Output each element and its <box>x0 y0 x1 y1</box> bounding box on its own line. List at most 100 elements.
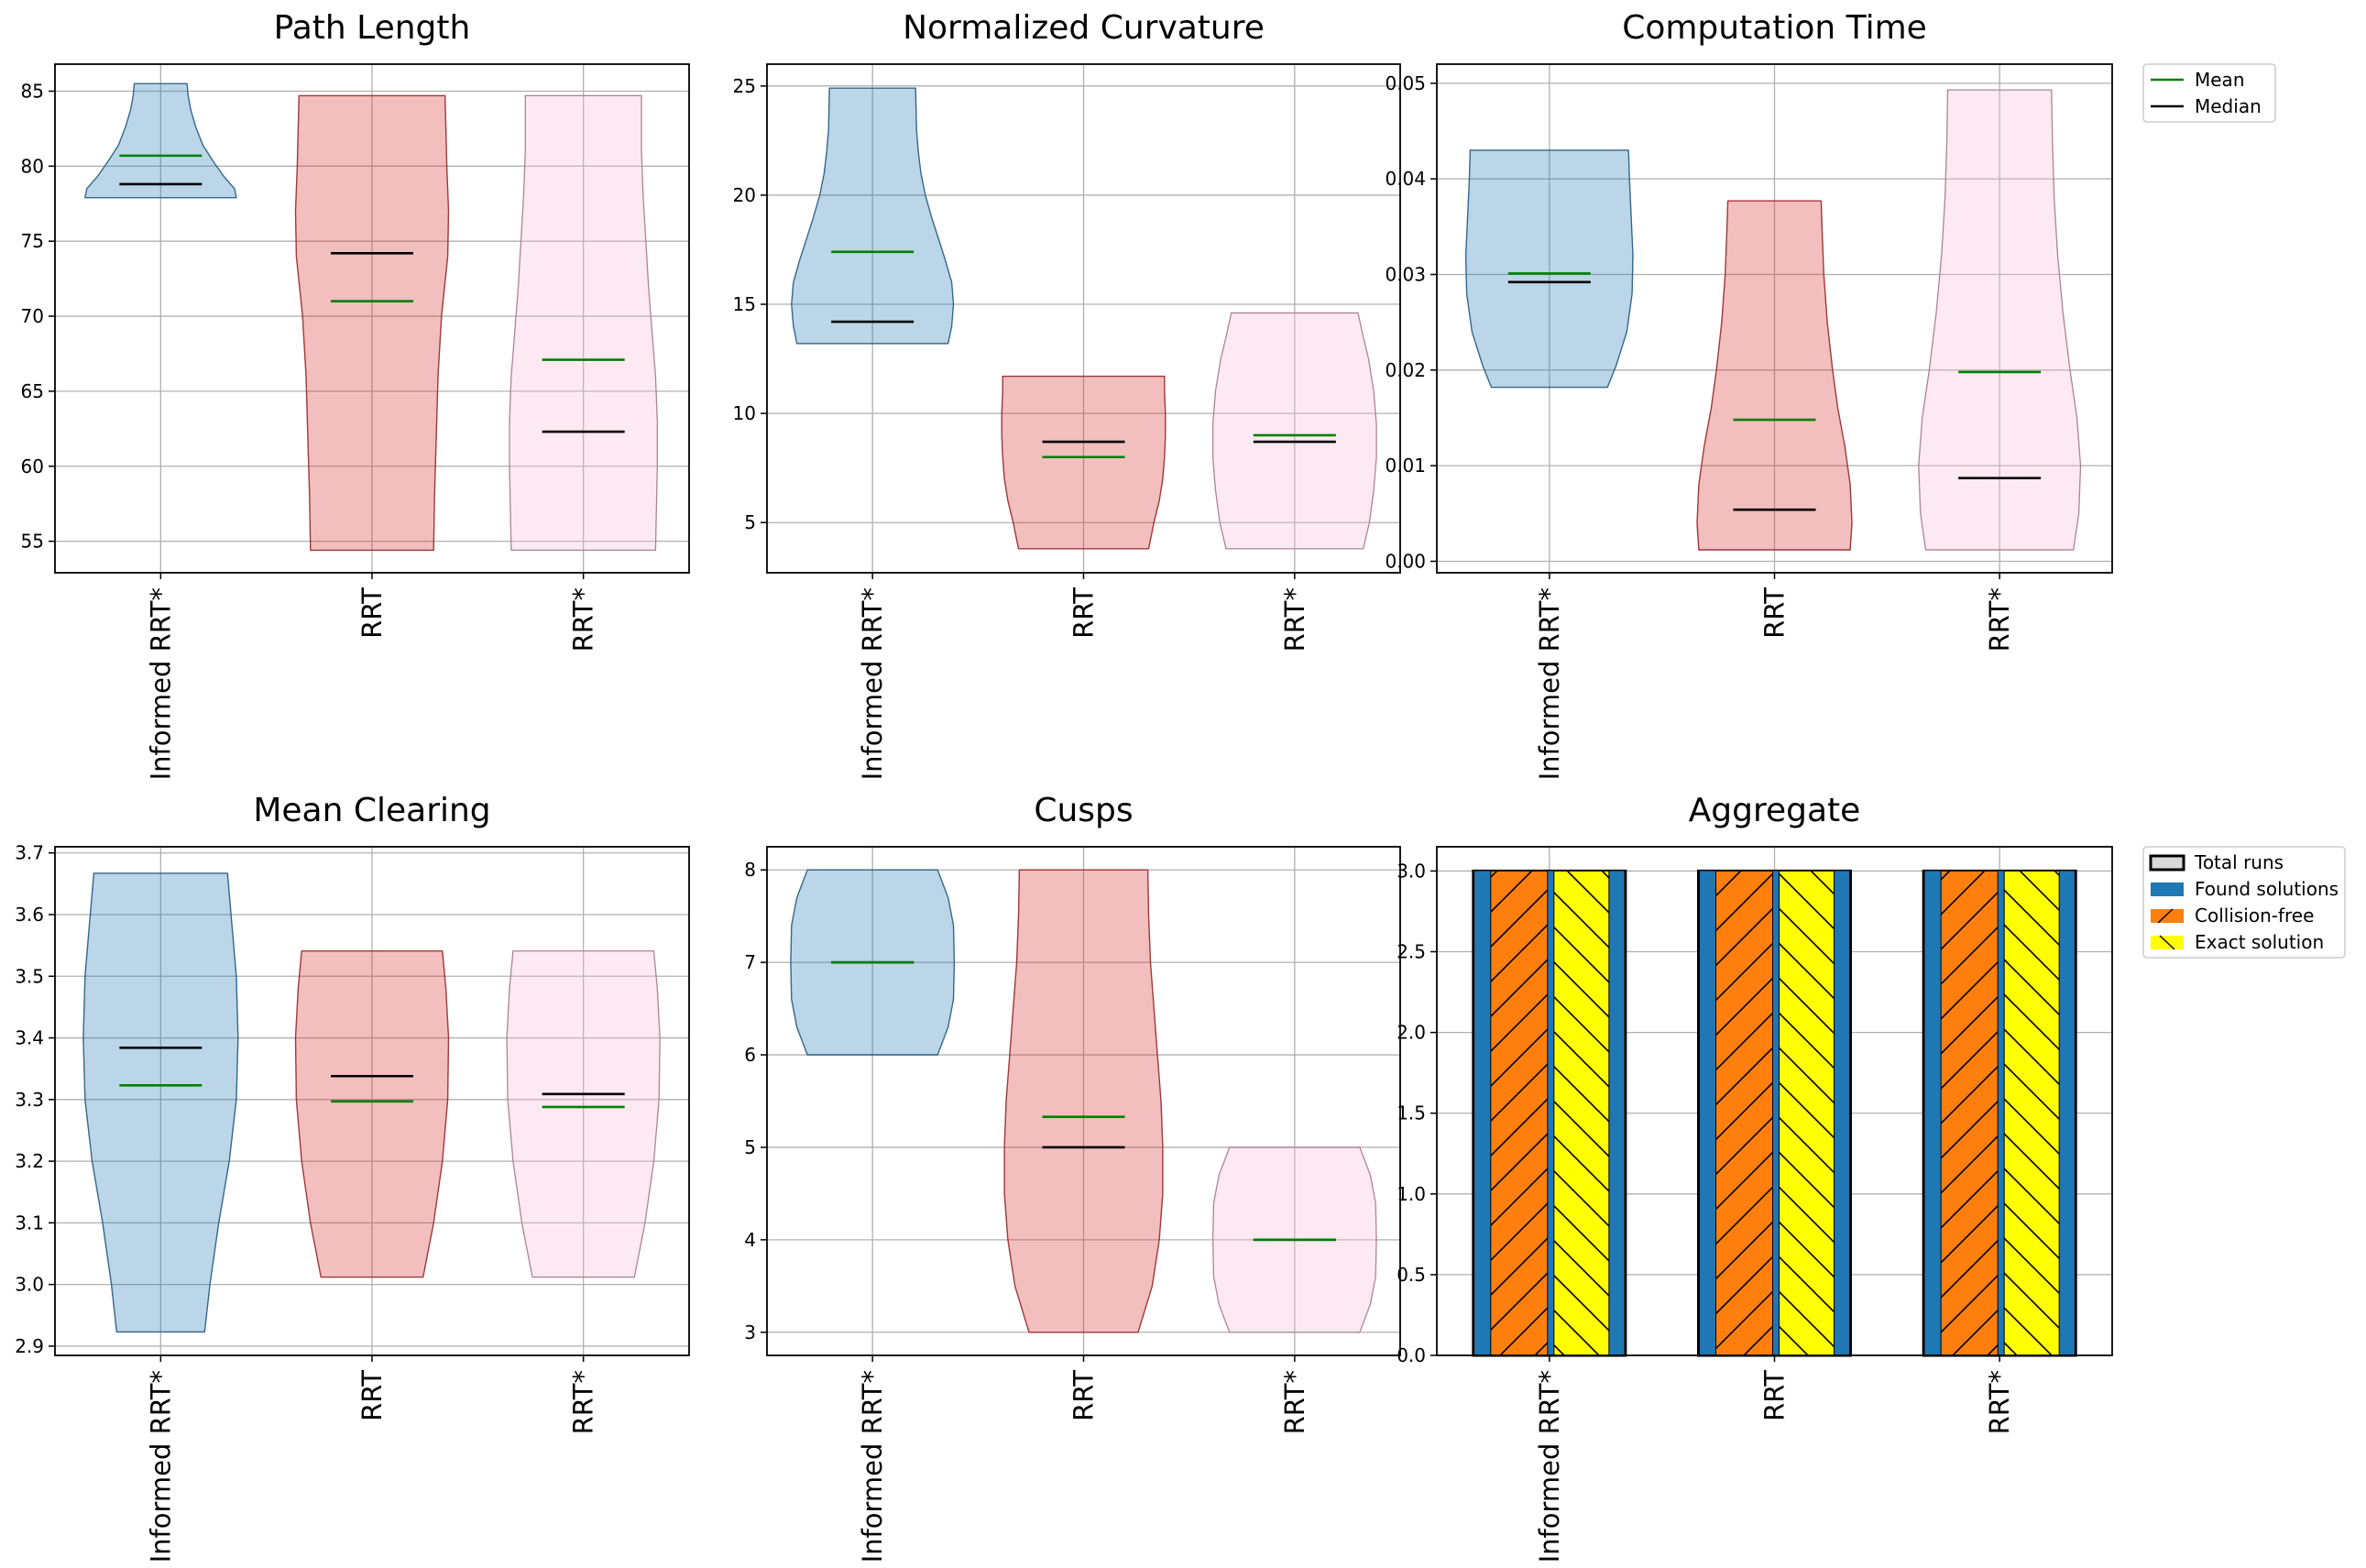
chart-cusps-title: Cusps <box>1034 792 1133 829</box>
chart-path-length-ytick-label-6: 85 <box>21 80 44 102</box>
chart-path-length-ytick-label-2: 65 <box>21 380 44 402</box>
chart-computation-time-violin-rrt <box>1696 200 1853 551</box>
legend-exact-solution-label: Exact solution <box>2195 931 2324 953</box>
chart-mean-clearing-violin-rrt <box>294 950 450 1278</box>
chart-cusps-xtick-label-rrt: RRT <box>1068 1370 1100 1421</box>
chart-normalized-curvature-violin-outline-rrt <box>1001 376 1167 550</box>
chart-normalized-curvature-ytick-label-1: 10 <box>733 402 756 424</box>
chart-aggregate-ytick-label-3: 1.5 <box>1397 1102 1426 1124</box>
chart-mean-clearing-xtick-label-rrt: RRT <box>356 1370 388 1421</box>
chart-cusps-violin-outline-informed-rrt <box>790 869 956 1056</box>
chart-normalized-curvature-panel: Normalized Curvature 5 10 15 20 25 Informed RR… <box>733 9 1401 780</box>
legend-exact-solution-hatch <box>2159 935 2175 950</box>
chart-path-length-ytick-label-0: 55 <box>21 531 44 553</box>
chart-normalized-curvature-violin-outline-informed-rrt <box>791 87 955 345</box>
chart-normalized-curvature-violin-rrt <box>1001 375 1167 550</box>
chart-computation-time-ytick-label-2: 0.02 <box>1385 359 1426 381</box>
chart-cusps-ytick-label-3: 6 <box>744 1044 756 1066</box>
chart-normalized-curvature-title: Normalized Curvature <box>903 9 1265 47</box>
chart-aggregate-title: Aggregate <box>1689 792 1861 829</box>
chart-computation-time-ytick-label-0: 0.00 <box>1385 550 1426 572</box>
chart-mean-clearing-violin-outline-informed-rrt <box>82 872 239 1332</box>
chart-cusps-violin-outline-rrt <box>1003 869 1164 1333</box>
chart-path-length-xtick-label-rrt: RRT* <box>568 587 599 652</box>
chart-normalized-curvature-xtick-label-rrt: RRT <box>1068 587 1100 639</box>
chart-mean-clearing-violin-informed-rrt <box>82 872 239 1333</box>
chart-normalized-curvature-ytick-label-3: 20 <box>733 184 756 206</box>
chart-cusps-ytick-label-1: 4 <box>744 1229 756 1251</box>
chart-path-length-violin-rrt <box>509 94 658 552</box>
chart-normalized-curvature-ytick-label-2: 15 <box>733 293 756 315</box>
chart-path-length-ytick-label-4: 75 <box>21 230 44 252</box>
chart-mean-clearing-title: Mean Clearing <box>253 792 490 829</box>
chart-aggregate-bar-exact-hatch-rrt <box>2004 871 2060 1355</box>
chart-path-length-ytick-label-1: 60 <box>21 455 44 477</box>
chart-aggregate-bar-collision-free-hatch-rrt <box>1941 871 1999 1355</box>
chart-aggregate-ytick-label-1: 0.5 <box>1397 1264 1426 1286</box>
chart-cusps-ytick-label-0: 3 <box>744 1321 756 1343</box>
chart-mean-clearing-ytick-label-7: 3.6 <box>15 904 44 926</box>
chart-path-length-panel: Path Length 55 60 65 70 75 80 85 Informed RRT* RR… <box>21 9 690 780</box>
chart-cusps-ytick-label-5: 8 <box>744 859 756 881</box>
chart-mean-clearing-ytick-label-4: 3.3 <box>15 1089 44 1111</box>
chart-aggregate-panel: Aggregate 0.0 0.5 1.0 1.5 2.0 2.5 3.0 Informed R… <box>1397 792 2113 1563</box>
chart-computation-time-ytick-label-1: 0.01 <box>1385 455 1426 477</box>
chart-cusps-xtick-label-informed-rrt: Informed RRT* <box>857 1370 888 1563</box>
chart-aggregate-ytick-label-5: 2.5 <box>1397 941 1426 963</box>
chart-mean-clearing-ytick-label-2: 3.1 <box>15 1212 44 1234</box>
chart-mean-clearing-xtick-label-rrt: RRT* <box>568 1370 599 1434</box>
chart-normalized-curvature-xtick-label-rrt: RRT* <box>1279 587 1310 652</box>
chart-normalized-curvature-violin-rrt <box>1211 312 1377 550</box>
chart-path-length-violin-informed-rrt <box>84 82 237 199</box>
chart-mean-clearing-violin-rrt <box>506 950 661 1278</box>
chart-computation-time-ytick-label-4: 0.04 <box>1385 168 1426 190</box>
chart-aggregate-ytick-label-4: 2.0 <box>1397 1022 1426 1044</box>
chart-cusps-xtick-label-rrt: RRT* <box>1279 1370 1310 1434</box>
chart-mean-clearing-xtick-label-informed-rrt: Informed RRT* <box>145 1370 176 1563</box>
chart-mean-clearing-ytick-label-0: 2.9 <box>15 1335 44 1357</box>
legend-mean-label: Mean <box>2195 69 2245 91</box>
legend-total-runs-swatch <box>2149 854 2185 872</box>
chart-computation-time-title: Computation Time <box>1622 9 1927 47</box>
chart-mean-clearing-ytick-label-5: 3.4 <box>15 1027 44 1049</box>
chart-normalized-curvature-violin-outline-rrt <box>1212 312 1377 550</box>
chart-mean-clearing-violin-outline-rrt <box>294 950 450 1278</box>
chart-computation-time-panel: Computation Time 0.00 0.01 0.02 0.03 0.04 0.05… <box>1385 9 2113 780</box>
chart-computation-time-violin-outline-rrt <box>1918 89 2082 551</box>
chart-cusps-violin-outline-rrt <box>1211 1146 1377 1333</box>
chart-path-length-ytick-label-3: 70 <box>21 305 44 327</box>
legend-found-solutions-swatch <box>2151 883 2184 896</box>
chart-aggregate-bar-exact-hatch-informed-rrt <box>1553 871 1609 1355</box>
chart-computation-time-violin-rrt <box>1918 89 2082 551</box>
chart-mean-clearing-ytick-label-6: 3.5 <box>15 965 44 987</box>
chart-mean-clearing-ytick-label-8: 3.7 <box>15 842 44 864</box>
chart-aggregate-ytick-label-0: 0.0 <box>1397 1344 1426 1366</box>
violin-legend: Mean Median <box>2142 63 2276 123</box>
chart-computation-time-violin-outline-rrt <box>1696 200 1853 551</box>
chart-path-length-violin-rrt <box>294 94 450 552</box>
chart-computation-time-xtick-label-rrt: RRT <box>1759 587 1791 639</box>
chart-aggregate-ytick-label-6: 3.0 <box>1397 860 1426 882</box>
legend-collision-free-swatch <box>2151 909 2184 923</box>
chart-computation-time-xtick-label-informed-rrt: Informed RRT* <box>1534 587 1565 780</box>
chart-normalized-curvature-ytick-label-0: 5 <box>744 511 756 533</box>
legend-found-solutions-label: Found solutions <box>2195 878 2339 900</box>
chart-path-length-ytick-label-5: 80 <box>21 155 44 177</box>
chart-mean-clearing-violin-outline-rrt <box>506 950 661 1278</box>
chart-normalized-curvature-violin-informed-rrt <box>791 87 955 345</box>
legend-collision-free-hatch <box>2157 908 2174 924</box>
chart-path-length-title: Path Length <box>274 9 471 47</box>
chart-path-length-xtick-label-rrt: RRT <box>356 587 388 639</box>
chart-aggregate-bar-collision-free-hatch-rrt <box>1715 871 1773 1355</box>
chart-cusps-ytick-label-4: 7 <box>744 951 756 973</box>
chart-aggregate-xtick-label-rrt: RRT <box>1759 1370 1791 1421</box>
chart-computation-time-xtick-label-rrt: RRT* <box>1984 587 2015 652</box>
aggregate-legend-box <box>2142 846 2346 959</box>
chart-computation-time-violin-informed-rrt <box>1464 149 1634 389</box>
chart-aggregate-bar-exact-hatch-rrt <box>1779 871 1835 1355</box>
legend-median-label: Median <box>2195 95 2262 117</box>
chart-path-length-xtick-label-informed-rrt: Informed RRT* <box>145 587 176 780</box>
chart-mean-clearing-panel: Mean Clearing 2.9 3.0 3.1 3.2 3.3 3.4 3.5 3.6 3.7… <box>15 792 690 1563</box>
chart-path-length-violin-outline-rrt <box>294 94 450 551</box>
